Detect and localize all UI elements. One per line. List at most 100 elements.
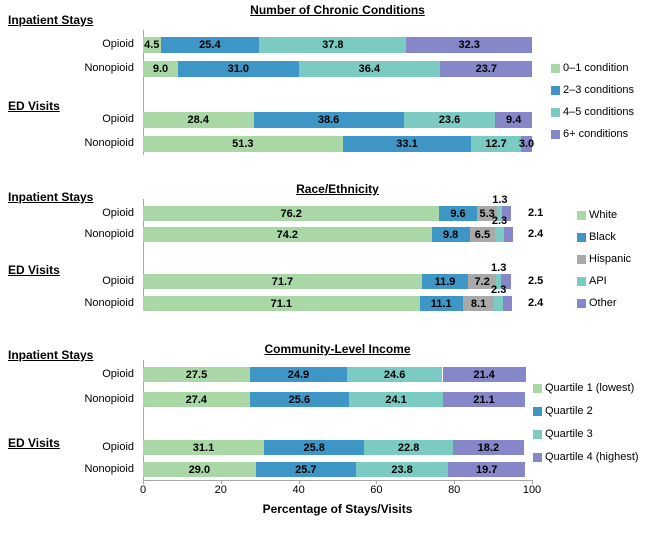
legend-label: Black: [589, 231, 616, 243]
bar-value-label-above: 1.3: [492, 194, 508, 206]
row-label: Nonopioid: [84, 62, 134, 74]
bar-value-label-right: 2.1: [528, 207, 544, 219]
bar-segment: 28.4: [143, 112, 254, 128]
x-axis-tick: [220, 480, 222, 484]
legend-swatch: [577, 255, 586, 264]
bar-segment: 23.6: [403, 112, 496, 128]
group-header-inpatient-stays: Inpatient Stays: [8, 190, 94, 204]
bar-segment: 25.4: [160, 37, 260, 53]
bar-segment: 71.7: [143, 274, 422, 289]
bar-segment: [503, 296, 513, 311]
bar-value-label: 3.0: [518, 138, 535, 150]
bar-segment: 24.1: [349, 392, 443, 407]
legend-label: 0–1 condition: [563, 62, 629, 74]
bar-segment: [496, 274, 502, 289]
group-header-ed-visits: ED Visits: [8, 263, 60, 277]
bar-segment: 22.8: [364, 440, 453, 455]
bar-value-label: 71.7: [271, 275, 294, 288]
x-axis-tick: [376, 480, 378, 484]
bar-value-label: 9.6: [450, 207, 466, 220]
bar-segment: 71.1: [143, 296, 420, 311]
bar-value-label: 9.0: [152, 63, 169, 75]
legend-label: White: [589, 209, 618, 221]
chart-title: Number of Chronic Conditions: [250, 3, 425, 17]
legend-swatch: [577, 299, 586, 308]
bar-value-label: 21.1: [473, 393, 495, 406]
legend-label: 2–3 conditions: [563, 84, 634, 96]
bar-value-label: 31.1: [192, 441, 215, 454]
bar-segment: 23.8: [355, 462, 449, 477]
bar-value-label: 9.8: [442, 228, 459, 241]
x-axis-title: Percentage of Stays/Visits: [262, 502, 413, 516]
legend-swatch: [533, 407, 542, 416]
bar-segment: 33.1: [342, 136, 472, 152]
bar-value-label-right: 2.5: [528, 275, 544, 287]
bar-segment: 74.2: [143, 227, 432, 242]
bar-value-label: 9.4: [506, 114, 522, 126]
bar-value-label: 18.2: [477, 441, 500, 454]
bar-segment: 7.2: [468, 274, 497, 289]
x-axis-tick: [298, 480, 300, 484]
legend-label: 6+ conditions: [563, 128, 629, 140]
legend-label: Quartile 4 (highest): [545, 451, 639, 463]
bar-value-label: 11.9: [434, 275, 456, 288]
legend-swatch: [533, 384, 542, 393]
bar-value-label: 24.6: [383, 368, 406, 381]
bar-value-label: 37.8: [322, 39, 344, 51]
legend-swatch: [577, 211, 586, 220]
bar-segment: 37.8: [259, 37, 407, 53]
x-axis-tick-label: 20: [214, 484, 227, 496]
bar-value-label: 23.8: [391, 463, 413, 476]
bar-value-label-right: 2.4: [528, 228, 544, 240]
bar-segment: 27.5: [143, 367, 250, 382]
group-header-inpatient-stays: Inpatient Stays: [8, 13, 94, 27]
legend-label: Quartile 2: [545, 405, 593, 417]
bar-segment: 24.9: [250, 367, 347, 382]
row-label: Nonopioid: [84, 297, 134, 309]
bar-segment: 76.2: [143, 206, 440, 221]
x-axis-tick: [143, 480, 144, 484]
y-axis-line: [143, 360, 144, 480]
bar-segment: 24.6: [346, 367, 443, 382]
bar-value-label: 6.5: [474, 228, 491, 241]
bar-value-label: 5.3: [479, 207, 495, 220]
legend-swatch: [551, 86, 560, 95]
group-header-ed-visits: ED Visits: [8, 436, 60, 450]
bar-segment: 29.0: [143, 462, 256, 477]
bar-value-label: 36.4: [358, 63, 381, 75]
legend-label: Quartile 3: [545, 428, 593, 440]
bar-value-label: 11.1: [430, 297, 452, 310]
bar-value-label: 25.6: [288, 393, 311, 406]
legend-swatch: [551, 108, 560, 117]
bar-value-label: 28.4: [187, 114, 209, 126]
legend-label: Hispanic: [589, 253, 632, 265]
bar-value-label: 4.5: [144, 39, 160, 51]
bar-segment: 11.9: [421, 274, 469, 289]
row-label: Nonopioid: [84, 393, 134, 405]
bar-segment: 31.1: [143, 440, 264, 455]
row-label: Nonopioid: [84, 463, 134, 475]
bar-value-label: 76.2: [280, 207, 302, 220]
bar-segment: 21.1: [442, 392, 525, 407]
bar-segment: 31.0: [178, 61, 299, 77]
bar-segment: 9.4: [495, 112, 532, 128]
row-label: Opioid: [102, 368, 134, 380]
bar-segment: 19.7: [448, 462, 525, 477]
legend-label: Quartile 1 (lowest): [545, 382, 635, 394]
y-axis-line: [143, 30, 144, 155]
bar-segment: [495, 227, 504, 242]
bar-segment: 51.3: [143, 136, 343, 152]
bar-value-label: 23.6: [438, 114, 461, 126]
bar-value-label: 38.6: [317, 114, 340, 126]
bar-segment: 25.6: [249, 392, 350, 407]
legend-label: 4–5 conditions: [563, 106, 634, 118]
bar-segment: 32.3: [406, 37, 532, 53]
bar-segment: [497, 206, 503, 221]
bar-value-label: 24.9: [287, 368, 310, 381]
group-header-ed-visits: ED Visits: [8, 99, 60, 113]
bar-value-label: 29.0: [188, 463, 211, 476]
row-label: Opioid: [102, 441, 134, 453]
bar-value-label: 31.0: [227, 63, 250, 75]
bar-segment: 3.0: [518, 136, 535, 152]
